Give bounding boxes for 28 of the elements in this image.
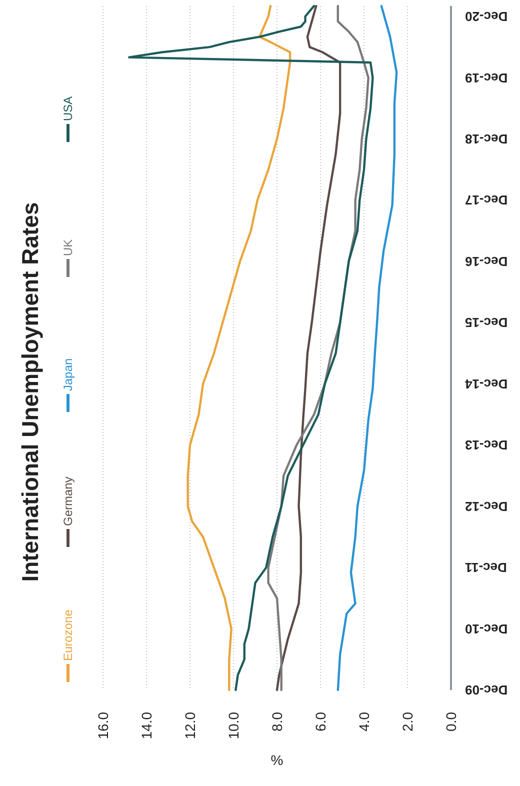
text: Eurozone [61,609,75,661]
y-tick-label: Dec-20 [465,8,508,24]
y-tick-label: Dec-12 [465,498,508,514]
y-tick-label: Dec-18 [465,131,508,146]
y-tick-label: Dec-10 [465,621,508,636]
y-tick-label: Dec-19 [465,70,508,86]
text: International Unemployment Rates [17,202,43,582]
y-tick-label: Dec-15 [465,315,508,330]
text: USA [61,96,75,121]
x-axis-title: % [270,752,284,768]
x-tick-label: 10.0 [226,712,242,740]
text: UK [61,239,75,256]
x-tick-label: 2.0 [400,712,416,732]
x-tick-label: 12.0 [182,712,198,740]
y-tick-label: Dec-17 [465,192,508,208]
y-tick-label: Dec-11 [465,560,507,576]
x-tick-label: 16.0 [95,712,111,740]
x-tick-label: 0.0 [443,712,459,732]
y-tick-label: Dec-09 [465,682,508,698]
x-tick-label: 8.0 [269,712,285,732]
x-tick-label: 14.0 [138,712,154,740]
y-tick-label: Dec-14 [464,376,508,392]
x-tick-label: 4.0 [356,712,372,732]
y-tick-label: Dec-16 [465,254,508,269]
text: Japan [61,358,75,391]
x-tick-label: 6.0 [312,712,328,732]
y-tick-label: Dec-13 [465,438,508,453]
text: Germany [61,476,75,526]
